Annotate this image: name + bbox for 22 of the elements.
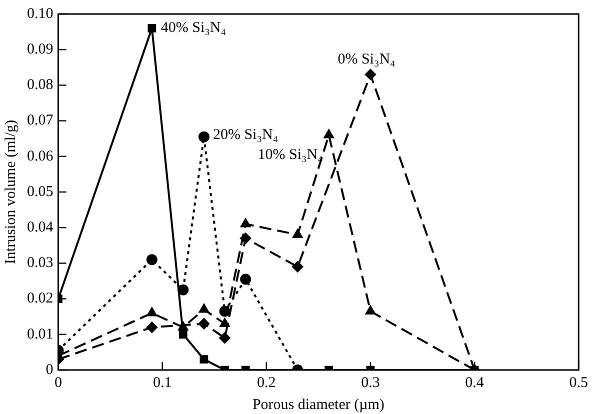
x-tick-label: 0.1: [152, 374, 172, 391]
x-tick-label: 0.3: [361, 374, 380, 391]
y-axis-title: Intrusion volume (ml/g): [2, 120, 19, 264]
y-tick-label: 0.09: [27, 42, 54, 58]
y-tick-label: 0.01: [27, 326, 54, 342]
y-tick-label: 0.02: [27, 290, 54, 307]
x-tick-label: 0.5: [569, 374, 588, 391]
y-tick-label: 0.03: [27, 255, 54, 272]
x-tick-label: 0.4: [465, 374, 484, 391]
series-label: 40% Si₃N₄: [160, 20, 226, 36]
y-tick-label: 0: [46, 362, 54, 378]
series-label: 20% Si₃N₄: [212, 126, 278, 143]
series-label: 0% Si₃N₄: [338, 51, 396, 68]
y-tick-label: 0.04: [27, 220, 54, 236]
y-tick-label: 0.10: [27, 6, 54, 22]
x-tick-label: 0.2: [257, 374, 276, 391]
y-tick-label: 0.08: [27, 77, 54, 94]
x-axis-title: Porous diameter (µm): [252, 396, 384, 413]
series-label: 10% Si₃N₄: [258, 146, 323, 163]
y-tick-label: 0.05: [27, 184, 54, 200]
y-tick-label: 0.07: [27, 112, 54, 129]
y-tick-label: 0.06: [27, 148, 54, 164]
